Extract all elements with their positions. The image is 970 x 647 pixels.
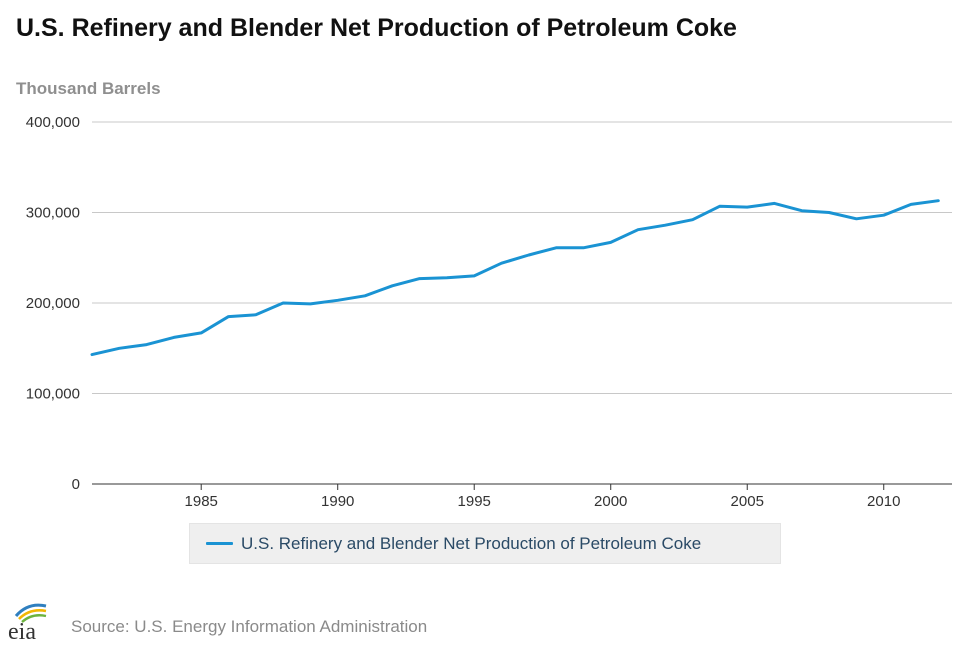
x-tick-label: 1990 [321,493,354,510]
svg-text:eia: eia [8,619,36,644]
line-chart: 0 100,000 200,000 300,000 400,000 1985 1990 199… [26,114,952,510]
x-tick-label: 1995 [458,493,491,510]
legend-label: U.S. Refinery and Blender Net Production… [241,533,702,553]
source-note: Source: U.S. Energy Information Administ… [71,617,428,636]
y-tick-label: 0 [72,476,80,493]
footer: eia Source: U.S. Energy Information Admi… [0,600,600,645]
y-tick-label: 200,000 [26,295,80,312]
y-tick-label: 300,000 [26,205,80,222]
eia-logo: eia [8,603,47,644]
x-tick-label: 2000 [594,493,627,510]
chart-title: U.S. Refinery and Blender Net Production… [16,14,737,42]
x-tick-label: 1985 [185,493,218,510]
y-tick-label: 100,000 [26,386,80,403]
y-axis-label: Thousand Barrels [16,79,161,98]
chart-legend[interactable]: U.S. Refinery and Blender Net Production… [189,523,781,564]
series-line [90,199,940,357]
legend-swatch [206,542,233,545]
y-tick-label: 400,000 [26,114,80,131]
x-tick-label: 2010 [867,493,900,510]
x-tick-label: 2005 [731,493,764,510]
